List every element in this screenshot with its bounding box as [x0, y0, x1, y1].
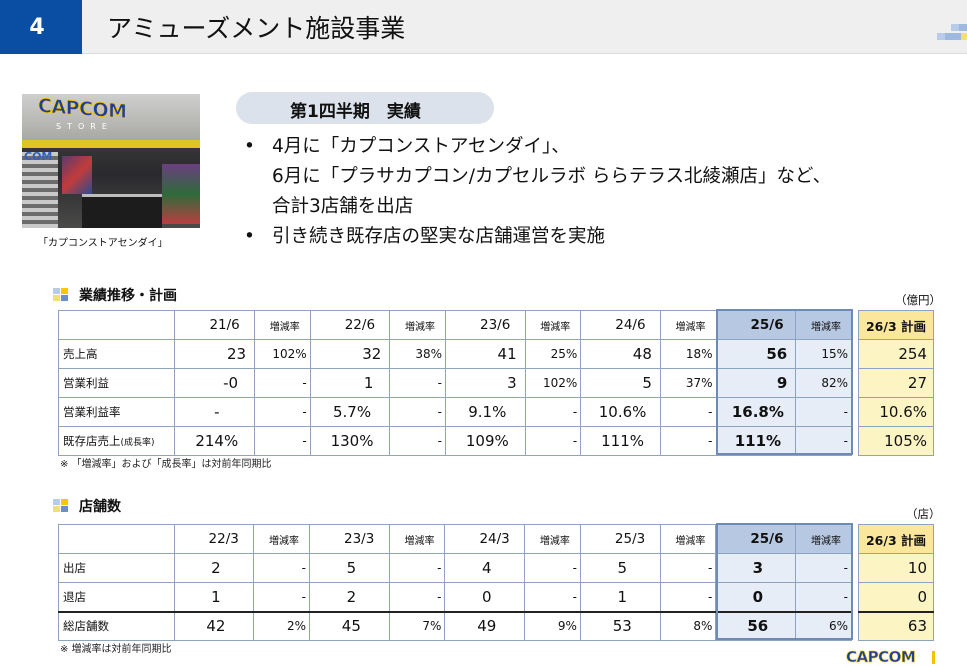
summary-bullets: • 4月に「カプコンストアセンダイ」、 6月に「プラサカプコン/カプセルラボ ら… [240, 132, 831, 252]
plan-value: 10 [858, 553, 934, 583]
section-marker-icon [53, 288, 69, 302]
period-header: 22/3 [173, 524, 255, 554]
stores-table: 22/3 増減率 23/3 増減率 24/3 増減率 25/3 増減率 25/6… [58, 524, 852, 641]
period-header-current: 25/6 [715, 310, 797, 340]
logo-accent-bar [932, 651, 935, 664]
slide-header: 4 アミューズメント施設事業 [0, 0, 967, 54]
bullet-line: 合計3店舗を出店 [272, 196, 414, 217]
plan-value: 27 [858, 368, 934, 398]
rate-header: 増減率 [795, 310, 852, 340]
performance-unit: （億円） [895, 293, 941, 307]
rate-header: 増減率 [389, 310, 446, 340]
capcom-logo: CAPCOM [846, 648, 916, 667]
performance-plan-table: 26/3 計画 254 27 10.6% 105% [858, 310, 934, 456]
rate-header: 増減率 [524, 310, 582, 340]
table-header-row: 21/6 増減率 22/6 増減率 23/6 増減率 24/6 増減率 25/6… [57, 310, 852, 340]
bullet-line: 引き続き既存店の堅実な店舗運営を実施 [272, 226, 606, 247]
period-header: 23/6 [444, 310, 526, 340]
period-header: 22/6 [309, 310, 391, 340]
row-label: 売上高 [57, 339, 176, 369]
table-row: 退店 1 - 2 - 0 - 1 - 0 - [58, 582, 852, 612]
row-label: 既存店売上(成長率) [57, 426, 176, 456]
period-header: 24/3 [444, 524, 526, 554]
bullet-dot-icon: • [244, 226, 255, 247]
stores-section-heading: 店舗数 [53, 496, 121, 516]
plan-value: 105% [858, 426, 934, 456]
rate-header: 増減率 [659, 524, 717, 554]
plan-value: 254 [858, 339, 934, 369]
rate-header: 増減率 [659, 310, 717, 340]
photo-caption: 「カプコンストアセンダイ」 [38, 238, 168, 249]
table-header-row: 22/3 増減率 23/3 増減率 24/3 増減率 25/3 増減率 25/6… [58, 524, 852, 554]
period-header: 21/6 [174, 310, 256, 340]
row-label: 営業利益 [57, 368, 176, 398]
table-row: 出店 2 - 5 - 4 - 5 - 3 - [58, 553, 852, 583]
table-row: 既存店売上(成長率) 214% - 130% - 109% - 111% - 1… [57, 426, 852, 456]
plan-header: 26/3 計画 [858, 310, 934, 340]
performance-note: ※ 「増減率」および「成長率」は対前年同期比 [60, 459, 272, 470]
bullet-line: 6月に「プラサカプコン/カプセルラボ ららテラス北綾瀬店」など、 [272, 166, 832, 187]
plan-value: 63 [858, 610, 934, 641]
plan-value: 0 [858, 582, 934, 612]
page-title: アミューズメント施設事業 [107, 14, 406, 43]
performance-title: 業績推移・計画 [79, 288, 177, 304]
store-sign: STORE [56, 122, 113, 131]
rate-header: 増減率 [254, 310, 311, 340]
bullet-line: 4月に「カプコンストアセンダイ」、 [272, 136, 570, 157]
rate-header: 増減率 [388, 524, 446, 554]
performance-section-heading: 業績推移・計画 [53, 285, 177, 305]
store-photo: CAPCOM STORE COM [22, 94, 200, 228]
performance-table: 21/6 増減率 22/6 増減率 23/6 増減率 24/6 増減率 25/6… [57, 310, 852, 456]
stores-unit: （店） [906, 507, 941, 521]
rate-header: 増減率 [795, 524, 852, 554]
quarter-results-label: 第1四半期 実績 [290, 102, 421, 122]
rate-header: 増減率 [524, 524, 581, 554]
plan-header: 26/3 計画 [858, 524, 934, 554]
section-number: 4 [0, 0, 82, 54]
row-label: 退店 [58, 582, 175, 612]
table-row: 営業利益率 - - 5.7% - 9.1% - 10.6% - 16.8% - [57, 397, 852, 427]
table-row-total: 総店舗数 42 2% 45 7% 49 9% 53 8% 56 6% [58, 610, 852, 641]
period-header: 24/6 [580, 310, 661, 340]
stores-note: ※ 増減率は対前年同期比 [60, 644, 172, 655]
row-label: 営業利益率 [57, 397, 176, 427]
section-marker-icon [53, 499, 69, 513]
bullet-item: • 引き続き既存店の堅実な店舗運営を実施 [240, 222, 831, 252]
table-row: 営業利益 -0 - 1 - 3 102% 5 37% 9 82% [57, 368, 852, 398]
row-label: 出店 [58, 553, 175, 583]
rate-header: 増減率 [253, 524, 310, 554]
decorative-squares-icon [937, 24, 967, 48]
period-header-current: 25/6 [715, 524, 797, 554]
stores-title: 店舗数 [79, 499, 121, 515]
row-label: 総店舗数 [58, 610, 175, 641]
bullet-item: • 4月に「カプコンストアセンダイ」、 6月に「プラサカプコン/カプセルラボ ら… [240, 132, 831, 222]
quarter-results-pill [236, 92, 494, 124]
table-row: 売上高 23 102% 32 38% 41 25% 48 18% 56 15% [57, 339, 852, 369]
period-header: 25/3 [579, 524, 661, 554]
plan-value: 10.6% [858, 397, 934, 427]
bullet-dot-icon: • [244, 136, 255, 157]
stores-plan-table: 26/3 計画 10 0 63 [858, 524, 934, 641]
period-header: 23/3 [308, 524, 390, 554]
